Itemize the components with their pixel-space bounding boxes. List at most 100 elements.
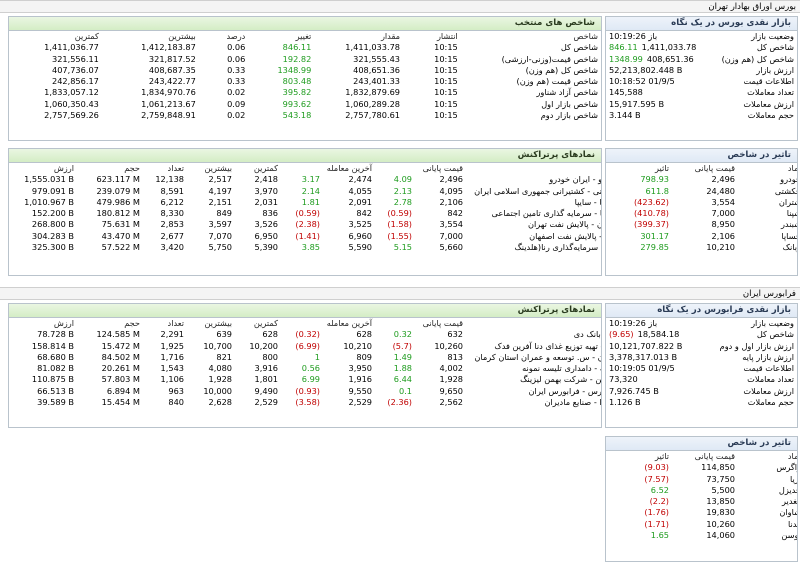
value-cell: 68.680 B	[37, 351, 74, 362]
table-row[interactable]: زاگرس 114,850 (9.03)	[606, 462, 797, 473]
table-row[interactable]: شبندر 8,950 (399.37)	[606, 219, 797, 230]
value-cell: 821	[216, 351, 232, 362]
value-cell: 5,750	[208, 242, 232, 253]
value-cell: 0.02	[227, 110, 246, 121]
column-header: حجم	[124, 318, 140, 328]
table-row[interactable]: خدیزل 5,500 6.52	[606, 485, 797, 496]
table-row[interactable]: وبانک 10,210 279.85	[606, 242, 797, 253]
tse-top-traded-panel: نمادهای پرتراکنش نمادقیمت پایانی آخرین مع…	[8, 148, 602, 276]
table-row[interactable]: مادیرا - صنایع مادیران 2,562 (2.36) 2,529 (3…	[9, 397, 601, 408]
column-header	[281, 318, 323, 329]
market-value: 1,411,033.78	[641, 42, 697, 53]
value-cell: 73,750	[706, 473, 735, 484]
tse-top-title: نمادهای پرتراکنش	[9, 149, 601, 163]
table-row[interactable]: حکشتی 24,480 611.8	[606, 186, 797, 197]
table-row[interactable]: توسن 14,060 1.65	[606, 530, 797, 541]
table-row[interactable]: شستا - سرمایه گذاری تامین اجتماعی 842 (0.5…	[9, 208, 601, 219]
table-row[interactable]: فغدیر 13,850 (2.2)	[606, 496, 798, 507]
market-info-row: وضعیت بازار باز 10:19:26	[606, 31, 797, 42]
value-cell: (0.93)	[295, 385, 320, 396]
table-row[interactable]: شاخص کل 10:15 1,411,033.78 846.11 0.06 1,412,…	[9, 42, 601, 53]
value-cell: 243,422.77	[148, 76, 196, 87]
value-cell: 2,677	[160, 230, 184, 241]
symbol-cell: فغدیر	[782, 496, 798, 507]
value-cell: 10,210	[343, 340, 372, 351]
table-row[interactable]: شاخص قیمت(وزنی-ارزشی) 10:15 321,555.43 192.…	[9, 54, 601, 65]
symbol-cell: شبندر	[780, 219, 797, 230]
table-row[interactable]: شاخص کل (هم وزن) 10:15 408,651.36 1348.99 0.…	[9, 65, 601, 76]
value-cell: 1,060,350.43	[44, 98, 99, 109]
value-cell: 15.472 M	[101, 340, 140, 351]
market-info-value: 10:18:52 01/9/5	[606, 76, 702, 87]
column-header: کمترین	[253, 318, 278, 328]
column-header	[281, 163, 323, 174]
value-cell: (1.58)	[387, 219, 412, 230]
table-row[interactable]: ورنا - سرمایه‌گذاری رنا(هلدینگ 5,660 5.15 5…	[9, 242, 601, 253]
table-row[interactable]: شاخص بازار دوم 10:15 2,757,780.61 543.18 0.0…	[9, 110, 601, 121]
column-header: تعداد	[167, 163, 184, 173]
value-cell: 10:15	[434, 53, 458, 64]
value-cell: 10:15	[434, 76, 458, 87]
table-row[interactable]: خودرو 2,496 798.93	[606, 174, 797, 185]
table-row[interactable]: گدنا - تهیه توزیع غذای دنا آفرین فدک 10,2…	[9, 340, 601, 352]
value-cell: (0.59)	[387, 208, 412, 219]
value-cell: 0.09	[227, 98, 246, 109]
symbol-cell: شپنا	[786, 208, 797, 219]
column-header: قیمت پایانی	[422, 318, 463, 328]
column-header: آخرین معامله	[326, 318, 372, 328]
table-row[interactable]: ولبهمن - شرکت بهمن لیزینگ 1,928 6.44 1,916 6…	[9, 374, 602, 385]
table-row[interactable]: فرابورس - فرابورس ایران 9,650 0.1 9,550 (0.9…	[9, 385, 602, 397]
table-row[interactable]: دی - بانک دی 632 0.32 628 (0.32) 628 639 2,291 1…	[9, 329, 601, 340]
table-row[interactable]: شتران - پالایش نفت تهران 3,554 (1.58) 3,525…	[9, 219, 601, 230]
value-cell: (2.36)	[387, 397, 412, 408]
symbol-cell: شتران - پالایش نفت تهران	[528, 219, 601, 230]
value-cell: 1,411,033.78	[345, 42, 400, 53]
value-cell: 279.85	[640, 242, 669, 253]
table-row[interactable]: کرمان - س. توسعه و عمران استان کرمان 813 1…	[9, 351, 601, 363]
value-cell: 10,700	[203, 340, 232, 351]
table-row[interactable]: شاخص بازار اول 10:15 1,060,289.28 993.62 0.0…	[9, 99, 601, 110]
table-row[interactable]: شاخص قیمت (هم وزن) 10:15 243,401.33 803.48 0…	[9, 76, 601, 87]
value-cell: 321,555.43	[353, 53, 400, 64]
value-cell: 2,517	[208, 174, 232, 185]
value-cell: 7,000	[439, 230, 463, 241]
symbol-cell: شاخص کل	[560, 42, 598, 53]
table-row[interactable]: شتران 3,554 (423.62)	[606, 197, 797, 208]
value-cell: 1,061,213.67	[141, 98, 196, 109]
value-cell: 3,950	[348, 363, 372, 374]
symbol-cell: خودرو - ایران خودرو	[549, 174, 602, 185]
value-cell: 2.13	[393, 185, 412, 196]
value-cell: (0.32)	[295, 329, 320, 340]
value-cell: (1.55)	[387, 230, 412, 241]
value-cell: (399.37)	[633, 219, 669, 230]
value-cell: 395.82	[282, 87, 312, 98]
table-row[interactable]: خساپا - سایپا 2,106 2.78 2,091 1.81 2,031 2,15…	[9, 197, 601, 208]
value-cell: 4,197	[208, 185, 232, 196]
table-row[interactable]: تلیسه - دامداری تلیسه نمونه 4,002 1.88 3,95…	[9, 363, 601, 374]
value-cell: 13,850	[706, 496, 735, 507]
table-row[interactable]: حکشتی - کشتیرانی جمهوری اسلامی ایران 4,09…	[9, 185, 601, 197]
market-info-row: حجم معاملات 3.144 B	[606, 110, 797, 121]
market-info-row: شاخص کل (هم وزن) 1348.99 408,651.36	[606, 54, 797, 65]
value-cell: 1,060,289.28	[345, 98, 400, 109]
table-row[interactable]: شاخص آزاد شناور 10:15 1,832,879.69 395.82 0.…	[9, 87, 601, 98]
table-row[interactable]: خساپا 2,106 301.17	[606, 231, 797, 242]
value-cell: 1,716	[160, 351, 184, 362]
value-cell: 15.454 M	[101, 397, 140, 408]
value-cell: 192.82	[282, 53, 312, 64]
symbol-cell: شاخص قیمت (هم وزن)	[516, 76, 599, 87]
table-row[interactable]: شپنا - پالایش نفت اصفهان 7,000 (1.55) 6,960…	[9, 230, 601, 242]
symbol-cell: ولبهمن - شرکت بهمن لیزینگ	[520, 374, 602, 385]
market-info-label: وضعیت بازار	[751, 318, 794, 328]
table-row[interactable]: گدنا 10,260 (1.71)	[606, 519, 797, 530]
ifb-market-overview: بازار نقدی فرابورس در یک نگاه وضعیت بازا…	[605, 303, 798, 428]
table-row[interactable]: شاوان 19,830 (1.76)	[606, 507, 797, 518]
table-row[interactable]: آریا 73,750 (7.57)	[606, 473, 797, 485]
value-cell: 0.02	[227, 87, 246, 98]
table-row[interactable]: خودرو - ایران خودرو 2,496 4.09 2,474 3.17 2,4…	[9, 174, 602, 185]
tse-indices-title: شاخص های منتخب	[9, 17, 601, 31]
table-row[interactable]: شپنا 7,000 (410.78)	[606, 208, 797, 219]
symbol-cell: فرابورس - فرابورس ایران	[528, 385, 602, 396]
market-info-row: حجم معاملات 1.126 B	[606, 397, 797, 408]
value-cell: 3,597	[208, 219, 232, 230]
